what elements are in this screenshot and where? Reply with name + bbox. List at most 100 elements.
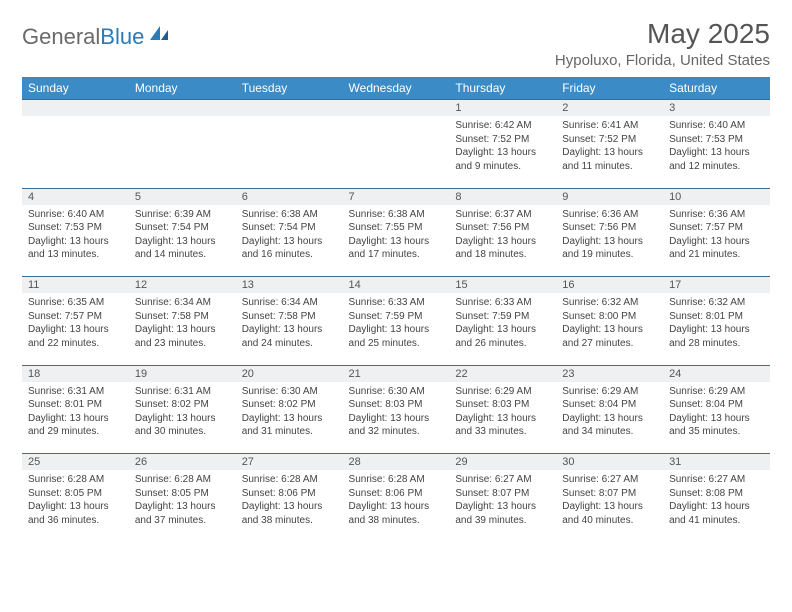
detail-line: Sunset: 7:57 PM [28, 310, 123, 324]
detail-line: and 31 minutes. [242, 425, 337, 439]
detail-line: Sunrise: 6:34 AM [135, 296, 230, 310]
day-number [129, 100, 236, 117]
day-number: 17 [663, 277, 770, 294]
detail-line: and 13 minutes. [28, 248, 123, 262]
detail-line: Sunrise: 6:39 AM [135, 208, 230, 222]
day-number [343, 100, 450, 117]
detail-line: and 16 minutes. [242, 248, 337, 262]
day-number: 29 [449, 454, 556, 471]
detail-line: Sunrise: 6:28 AM [28, 473, 123, 487]
day-detail [129, 116, 236, 188]
weekday-header: Monday [129, 77, 236, 100]
day-number [22, 100, 129, 117]
detail-line: Sunrise: 6:27 AM [455, 473, 550, 487]
detail-line: and 32 minutes. [349, 425, 444, 439]
day-number: 8 [449, 188, 556, 205]
detail-line: Sunset: 8:08 PM [669, 487, 764, 501]
detail-line: Sunrise: 6:29 AM [562, 385, 657, 399]
detail-line: Daylight: 13 hours [135, 323, 230, 337]
day-number-row: 11121314151617 [22, 277, 770, 294]
logo-word-2: Blue [100, 24, 144, 50]
detail-line: Sunrise: 6:28 AM [349, 473, 444, 487]
detail-line: Daylight: 13 hours [562, 500, 657, 514]
day-number: 4 [22, 188, 129, 205]
day-number: 6 [236, 188, 343, 205]
day-detail: Sunrise: 6:27 AMSunset: 8:08 PMDaylight:… [663, 470, 770, 542]
detail-line: Sunrise: 6:29 AM [669, 385, 764, 399]
detail-line: Sunrise: 6:30 AM [242, 385, 337, 399]
day-detail: Sunrise: 6:38 AMSunset: 7:54 PMDaylight:… [236, 205, 343, 277]
day-number: 22 [449, 365, 556, 382]
calendar-table: Sunday Monday Tuesday Wednesday Thursday… [22, 77, 770, 542]
day-number: 23 [556, 365, 663, 382]
detail-line: Sunrise: 6:38 AM [242, 208, 337, 222]
day-number: 7 [343, 188, 450, 205]
detail-line: Daylight: 13 hours [242, 235, 337, 249]
detail-line: and 38 minutes. [242, 514, 337, 528]
weekday-header: Tuesday [236, 77, 343, 100]
detail-line: Daylight: 13 hours [455, 500, 550, 514]
detail-line: Daylight: 13 hours [135, 412, 230, 426]
day-detail: Sunrise: 6:40 AMSunset: 7:53 PMDaylight:… [22, 205, 129, 277]
day-number-row: 45678910 [22, 188, 770, 205]
detail-line: Sunrise: 6:37 AM [455, 208, 550, 222]
day-number: 21 [343, 365, 450, 382]
detail-line: Daylight: 13 hours [242, 500, 337, 514]
detail-line: Sunrise: 6:34 AM [242, 296, 337, 310]
day-number: 26 [129, 454, 236, 471]
detail-line: Sunrise: 6:38 AM [349, 208, 444, 222]
weekday-header: Saturday [663, 77, 770, 100]
detail-line: Daylight: 13 hours [562, 412, 657, 426]
day-detail-row: Sunrise: 6:40 AMSunset: 7:53 PMDaylight:… [22, 205, 770, 277]
day-number: 9 [556, 188, 663, 205]
detail-line: Sunrise: 6:27 AM [562, 473, 657, 487]
detail-line: Sunset: 8:07 PM [562, 487, 657, 501]
detail-line: and 26 minutes. [455, 337, 550, 351]
day-detail-row: Sunrise: 6:31 AMSunset: 8:01 PMDaylight:… [22, 382, 770, 454]
weekday-header: Thursday [449, 77, 556, 100]
logo-word-1: General [22, 24, 100, 50]
day-number-row: 123 [22, 100, 770, 117]
day-detail: Sunrise: 6:40 AMSunset: 7:53 PMDaylight:… [663, 116, 770, 188]
day-number: 25 [22, 454, 129, 471]
detail-line: and 24 minutes. [242, 337, 337, 351]
detail-line: Sunrise: 6:33 AM [349, 296, 444, 310]
day-detail: Sunrise: 6:41 AMSunset: 7:52 PMDaylight:… [556, 116, 663, 188]
detail-line: Sunset: 7:53 PM [669, 133, 764, 147]
detail-line: Sunrise: 6:41 AM [562, 119, 657, 133]
header: GeneralBlue May 2025 Hypoluxo, Florida, … [22, 18, 770, 69]
detail-line: Daylight: 13 hours [562, 235, 657, 249]
detail-line: and 41 minutes. [669, 514, 764, 528]
detail-line: and 37 minutes. [135, 514, 230, 528]
detail-line: Sunset: 7:54 PM [242, 221, 337, 235]
detail-line: Sunset: 8:06 PM [349, 487, 444, 501]
detail-line: Daylight: 13 hours [455, 235, 550, 249]
day-detail: Sunrise: 6:29 AMSunset: 8:04 PMDaylight:… [663, 382, 770, 454]
day-detail: Sunrise: 6:34 AMSunset: 7:58 PMDaylight:… [236, 293, 343, 365]
detail-line: and 28 minutes. [669, 337, 764, 351]
detail-line: Daylight: 13 hours [562, 323, 657, 337]
day-detail: Sunrise: 6:30 AMSunset: 8:02 PMDaylight:… [236, 382, 343, 454]
detail-line: Sunset: 8:02 PM [242, 398, 337, 412]
day-number: 20 [236, 365, 343, 382]
detail-line: and 9 minutes. [455, 160, 550, 174]
detail-line: and 19 minutes. [562, 248, 657, 262]
detail-line: Sunrise: 6:28 AM [242, 473, 337, 487]
location: Hypoluxo, Florida, United States [555, 52, 770, 69]
day-detail: Sunrise: 6:28 AMSunset: 8:05 PMDaylight:… [129, 470, 236, 542]
detail-line: Sunset: 7:57 PM [669, 221, 764, 235]
page-title: May 2025 [555, 18, 770, 50]
day-detail: Sunrise: 6:33 AMSunset: 7:59 PMDaylight:… [343, 293, 450, 365]
detail-line: Sunrise: 6:31 AM [135, 385, 230, 399]
detail-line: and 23 minutes. [135, 337, 230, 351]
detail-line: Daylight: 13 hours [455, 412, 550, 426]
day-number: 31 [663, 454, 770, 471]
detail-line: and 33 minutes. [455, 425, 550, 439]
day-number: 14 [343, 277, 450, 294]
detail-line: Sunrise: 6:27 AM [669, 473, 764, 487]
detail-line: Sunrise: 6:29 AM [455, 385, 550, 399]
detail-line: Sunset: 8:06 PM [242, 487, 337, 501]
detail-line: Sunset: 8:03 PM [349, 398, 444, 412]
detail-line: Sunset: 7:58 PM [135, 310, 230, 324]
weekday-header: Wednesday [343, 77, 450, 100]
